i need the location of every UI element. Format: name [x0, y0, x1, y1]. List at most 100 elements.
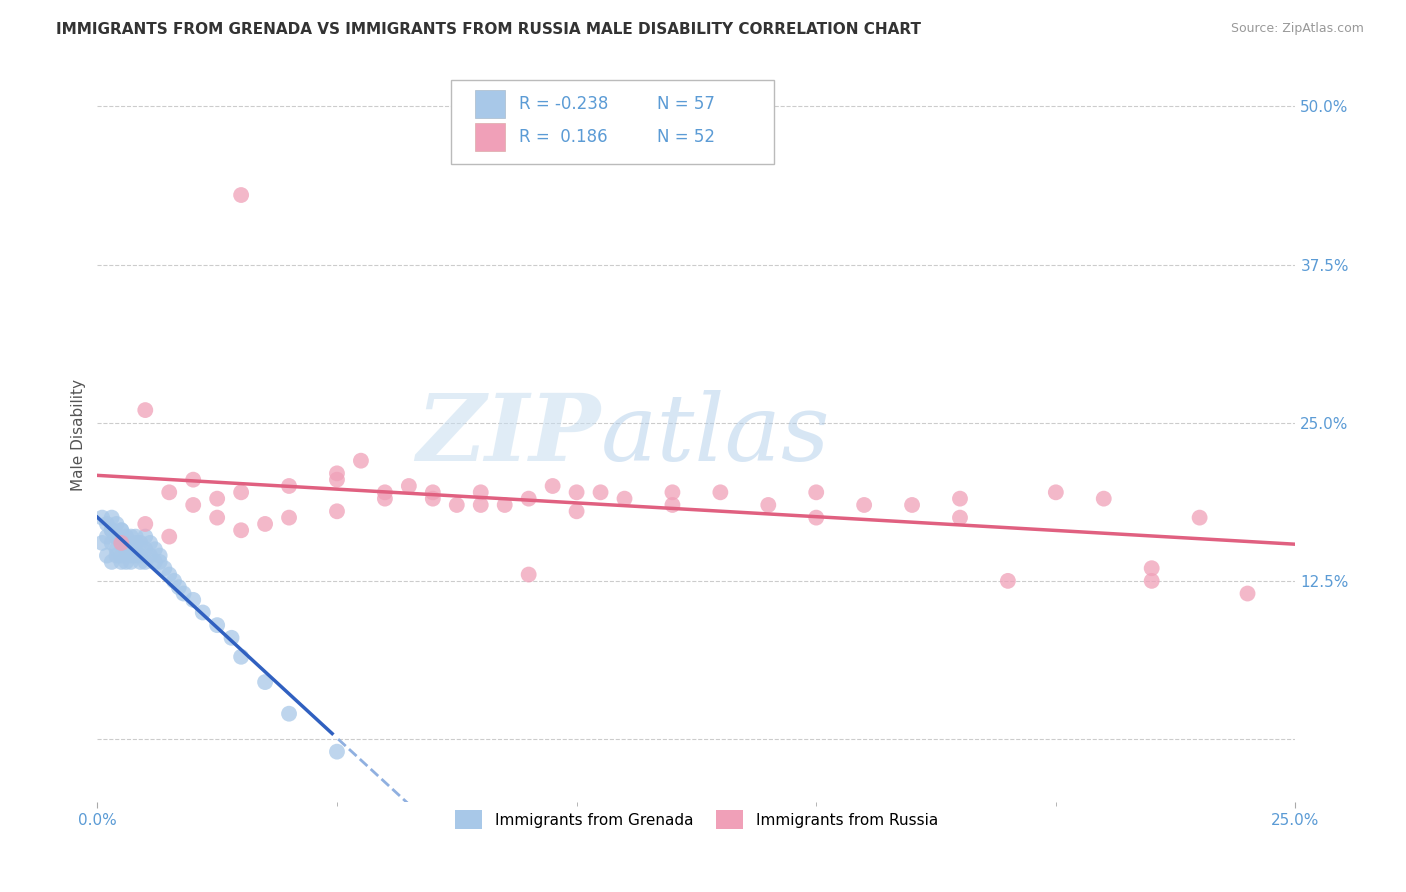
Point — [115, 555, 138, 569]
Point — [229, 649, 252, 664]
Text: atlas: atlas — [600, 391, 830, 481]
Point — [1140, 574, 1163, 588]
Point — [1140, 561, 1163, 575]
Point — [949, 510, 972, 524]
Point — [143, 542, 166, 557]
Point — [110, 523, 132, 537]
Text: R =  0.186: R = 0.186 — [519, 128, 607, 145]
Point — [422, 485, 444, 500]
Point — [120, 549, 142, 563]
Point — [278, 706, 301, 721]
Point — [105, 530, 128, 544]
Point — [96, 530, 118, 544]
Point — [326, 745, 349, 759]
Point — [91, 536, 114, 550]
Point — [96, 516, 118, 531]
Point — [541, 479, 564, 493]
Point — [157, 530, 180, 544]
Point — [139, 549, 162, 563]
Point — [129, 549, 152, 563]
Point — [100, 555, 122, 569]
Point — [350, 453, 373, 467]
Point — [446, 498, 468, 512]
Point — [129, 555, 152, 569]
Text: N = 52: N = 52 — [657, 128, 714, 145]
Text: R = -0.238: R = -0.238 — [519, 95, 609, 112]
Point — [125, 549, 148, 563]
Point — [105, 516, 128, 531]
Point — [494, 498, 516, 512]
Point — [129, 536, 152, 550]
Point — [949, 491, 972, 506]
Point — [806, 510, 828, 524]
Point — [157, 567, 180, 582]
Point — [115, 536, 138, 550]
Text: Source: ZipAtlas.com: Source: ZipAtlas.com — [1230, 22, 1364, 36]
Point — [422, 491, 444, 506]
Point — [181, 473, 204, 487]
Text: ZIP: ZIP — [416, 391, 600, 481]
Point — [100, 523, 122, 537]
Point — [134, 516, 156, 531]
Point — [134, 403, 156, 417]
Point — [1188, 510, 1211, 524]
Point — [134, 530, 156, 544]
Point — [374, 491, 396, 506]
Point — [120, 542, 142, 557]
Point — [110, 536, 132, 550]
Point — [205, 510, 228, 524]
Point — [120, 555, 142, 569]
Point — [91, 510, 114, 524]
Point — [134, 555, 156, 569]
Point — [125, 536, 148, 550]
Point — [205, 618, 228, 632]
Point — [110, 549, 132, 563]
Point — [181, 498, 204, 512]
Point — [997, 574, 1019, 588]
Point — [470, 498, 492, 512]
Point — [326, 473, 349, 487]
Point — [661, 485, 683, 500]
Point — [901, 498, 924, 512]
Point — [139, 536, 162, 550]
Point — [1045, 485, 1067, 500]
Point — [254, 675, 277, 690]
Point — [806, 485, 828, 500]
Y-axis label: Male Disability: Male Disability — [72, 379, 86, 491]
Point — [105, 530, 128, 544]
Legend: Immigrants from Grenada, Immigrants from Russia: Immigrants from Grenada, Immigrants from… — [449, 804, 943, 835]
Point — [229, 523, 252, 537]
Point — [157, 485, 180, 500]
Point — [205, 491, 228, 506]
Point — [120, 530, 142, 544]
Point — [517, 491, 540, 506]
Point — [326, 504, 349, 518]
Point — [115, 542, 138, 557]
Point — [853, 498, 876, 512]
Point — [110, 523, 132, 537]
Point — [517, 567, 540, 582]
Bar — [475, 90, 505, 118]
Point — [149, 549, 172, 563]
Point — [1236, 586, 1258, 600]
Point — [326, 467, 349, 481]
FancyBboxPatch shape — [451, 79, 775, 164]
Point — [100, 536, 122, 550]
Point — [110, 555, 132, 569]
Point — [613, 491, 636, 506]
Point — [589, 485, 612, 500]
Point — [163, 574, 186, 588]
Point — [229, 188, 252, 202]
Point — [374, 485, 396, 500]
Point — [191, 606, 214, 620]
Point — [153, 561, 176, 575]
Point — [398, 479, 420, 493]
Point — [173, 586, 195, 600]
Point — [143, 555, 166, 569]
Point — [229, 485, 252, 500]
Point — [105, 549, 128, 563]
Text: N = 57: N = 57 — [657, 95, 714, 112]
Point — [134, 542, 156, 557]
Point — [125, 542, 148, 557]
Point — [167, 580, 190, 594]
